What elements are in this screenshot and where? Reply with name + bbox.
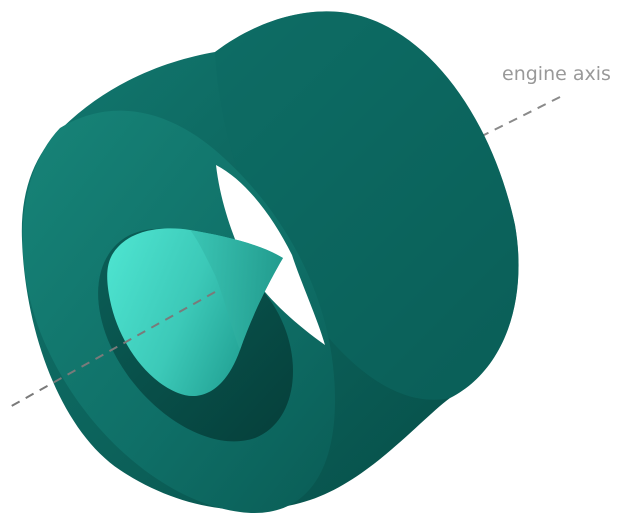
spinner-cone-shade [190,230,283,350]
nacelle-rear-rim [215,11,519,400]
engine-axis-line-front [7,291,216,409]
engine-axis-line-back [469,96,561,143]
engine-axis-label: engine axis [502,63,611,85]
